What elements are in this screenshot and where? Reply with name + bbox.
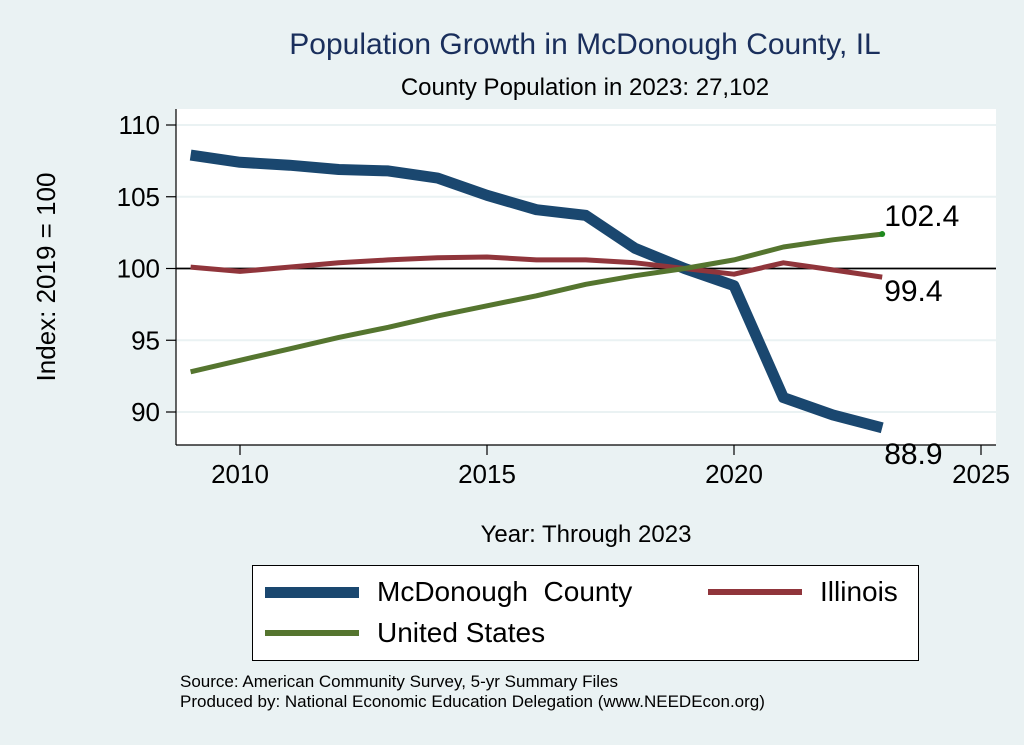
y-tick-label: 105 — [117, 182, 160, 212]
legend-swatch-united-states — [265, 630, 359, 636]
x-tick-label: 2010 — [211, 459, 269, 489]
legend-item-united-states: United States — [265, 617, 545, 649]
source-note: Source: American Community Survey, 5-yr … — [180, 672, 765, 712]
y-tick-label: 90 — [131, 397, 160, 427]
legend-label: Illinois — [820, 576, 898, 607]
end-marker — [879, 231, 886, 238]
end-label: 99.4 — [884, 275, 942, 308]
x-tick-label: 2025 — [952, 459, 1010, 489]
legend-item-mcdonough: McDonough County — [265, 576, 632, 608]
y-axis-label: Index: 2019 = 100 — [31, 173, 61, 382]
x-axis-label: Year: Through 2023 — [481, 521, 692, 548]
legend-item-illinois: Illinois — [708, 576, 898, 608]
x-tick-label: 2020 — [705, 459, 763, 489]
chart-subtitle: County Population in 2023: 27,102 — [400, 74, 770, 101]
producer-text: Produced by: National Economic Education… — [180, 692, 765, 711]
y-tick-label: 110 — [119, 110, 160, 140]
end-label: 102.4 — [884, 200, 959, 233]
source-text: Source: American Community Survey, 5-yr … — [180, 672, 619, 691]
y-tick-label: 95 — [131, 325, 160, 355]
legend-label: McDonough County — [377, 576, 633, 607]
legend-label: United States — [377, 617, 546, 648]
line-chart: 90 95 100 105 110 2010 2015 2020 2025 88.9 99.4 10… — [31, 109, 1010, 548]
x-tick-label: 2015 — [458, 459, 516, 489]
chart-title: Population Growth in McDonough County, I… — [289, 28, 881, 61]
end-label: 88.9 — [884, 438, 942, 471]
y-tick-label: 100 — [117, 254, 160, 284]
legend: McDonough County Illinois United States — [252, 565, 919, 661]
legend-swatch-illinois — [708, 589, 802, 595]
legend-swatch-mcdonough — [265, 586, 359, 598]
